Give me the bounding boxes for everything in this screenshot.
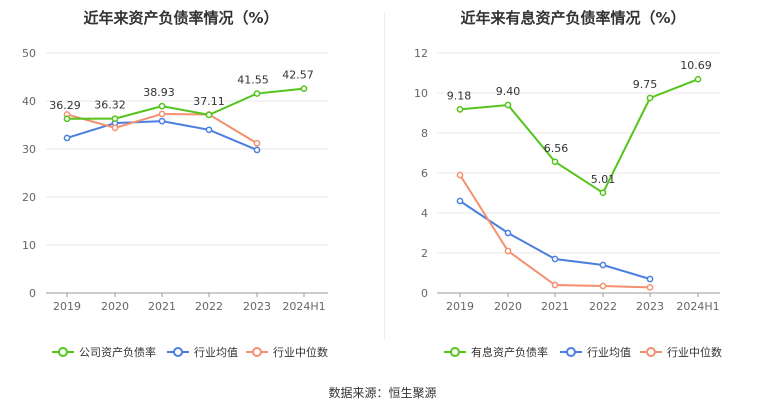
legend-marker — [566, 347, 576, 357]
legend-label: 公司资产负债率 — [79, 345, 156, 359]
y-tick-label: 6 — [421, 167, 428, 180]
data-point — [111, 124, 119, 132]
data-point — [504, 247, 512, 255]
data-point — [694, 75, 702, 83]
data-point — [504, 101, 512, 109]
y-tick-label: 8 — [421, 127, 428, 140]
chart-title: 近年来有息资产负债率情况（%） — [460, 9, 685, 27]
x-tick-label: 2022 — [589, 300, 617, 313]
x-tick-label: 2021 — [148, 300, 176, 313]
y-tick-label: 0 — [421, 287, 428, 300]
y-tick-label: 4 — [421, 207, 428, 220]
legend-marker — [646, 347, 656, 357]
chart-title: 近年来资产负债率情况（%） — [83, 9, 278, 27]
y-tick-label: 50 — [22, 47, 36, 60]
x-tick-label: 2019 — [446, 300, 474, 313]
data-label: 37.11 — [193, 95, 225, 108]
data-point — [646, 284, 654, 291]
panel-divider — [384, 12, 385, 340]
data-label: 10.69 — [680, 59, 712, 72]
data-point — [551, 281, 559, 289]
y-tick-label: 20 — [22, 191, 36, 204]
y-tick-label: 10 — [22, 239, 36, 252]
data-label: 6.56 — [544, 142, 569, 155]
legend-label: 行业均值 — [194, 346, 238, 359]
chart-2: 近年来有息资产负债率情况（%） 0 2 4 6 8 10 12 2019 2020 2021 2022… — [414, 9, 722, 359]
data-label: 9.40 — [496, 85, 521, 98]
x-tick-label: 2023 — [243, 300, 271, 313]
data-point — [158, 102, 166, 110]
legend-marker — [450, 347, 460, 357]
legend-label: 行业均值 — [587, 346, 631, 359]
data-point — [599, 261, 607, 269]
data-label: 9.18 — [447, 89, 472, 102]
legend-label: 行业中位数 — [273, 345, 328, 359]
data-point — [253, 90, 261, 97]
x-tick-label: 2020 — [494, 300, 522, 313]
data-point — [111, 115, 119, 123]
x-tick-label: 2024H1 — [282, 300, 325, 313]
data-point — [504, 229, 512, 237]
series-line — [459, 78, 699, 195]
data-label: 36.32 — [94, 99, 126, 112]
data-label: 5.01 — [591, 173, 616, 186]
legend-marker — [173, 347, 183, 357]
legend-label: 有息资产负债率 — [471, 345, 548, 359]
data-point — [158, 110, 166, 118]
y-tick-label: 12 — [414, 47, 428, 60]
chart-1: 近年来资产负债率情况（%） 0 10 20 30 40 50 2019 2020 2021 2022… — [22, 9, 328, 359]
data-point — [158, 117, 166, 125]
x-tick-label: 2022 — [195, 300, 223, 313]
y-tick-label: 30 — [22, 143, 36, 156]
data-point — [646, 275, 654, 283]
data-point — [551, 158, 559, 166]
series-line — [66, 87, 305, 120]
legend-marker — [58, 347, 68, 357]
data-point — [63, 134, 71, 142]
data-point — [205, 111, 213, 119]
data-point — [646, 94, 654, 102]
data-label: 36.29 — [49, 99, 81, 112]
y-tick-label: 10 — [414, 87, 428, 100]
data-point — [456, 106, 464, 113]
x-tick-label: 2021 — [541, 300, 569, 313]
data-label: 41.55 — [237, 74, 269, 87]
data-point — [599, 282, 607, 290]
y-tick-label: 0 — [29, 287, 36, 300]
data-source: 数据来源：恒生聚源 — [328, 386, 437, 400]
data-point — [300, 85, 308, 93]
x-tick-label: 2020 — [101, 300, 129, 313]
legend-label: 行业中位数 — [667, 345, 722, 359]
data-point — [205, 126, 213, 134]
data-point — [551, 255, 559, 263]
legend-marker — [252, 347, 262, 357]
data-point — [253, 146, 261, 154]
data-label: 42.57 — [282, 69, 314, 82]
x-tick-label: 2024H1 — [676, 300, 719, 313]
data-point — [456, 197, 464, 205]
x-tick-label: 2019 — [53, 300, 81, 313]
data-point — [599, 189, 607, 197]
y-tick-label: 2 — [421, 247, 428, 260]
x-tick-label: 2023 — [636, 300, 664, 313]
data-label: 9.75 — [633, 78, 658, 91]
data-point — [456, 171, 464, 179]
data-point — [63, 115, 71, 123]
data-point — [253, 139, 261, 147]
data-label: 38.93 — [143, 86, 175, 99]
y-tick-label: 40 — [22, 95, 36, 108]
